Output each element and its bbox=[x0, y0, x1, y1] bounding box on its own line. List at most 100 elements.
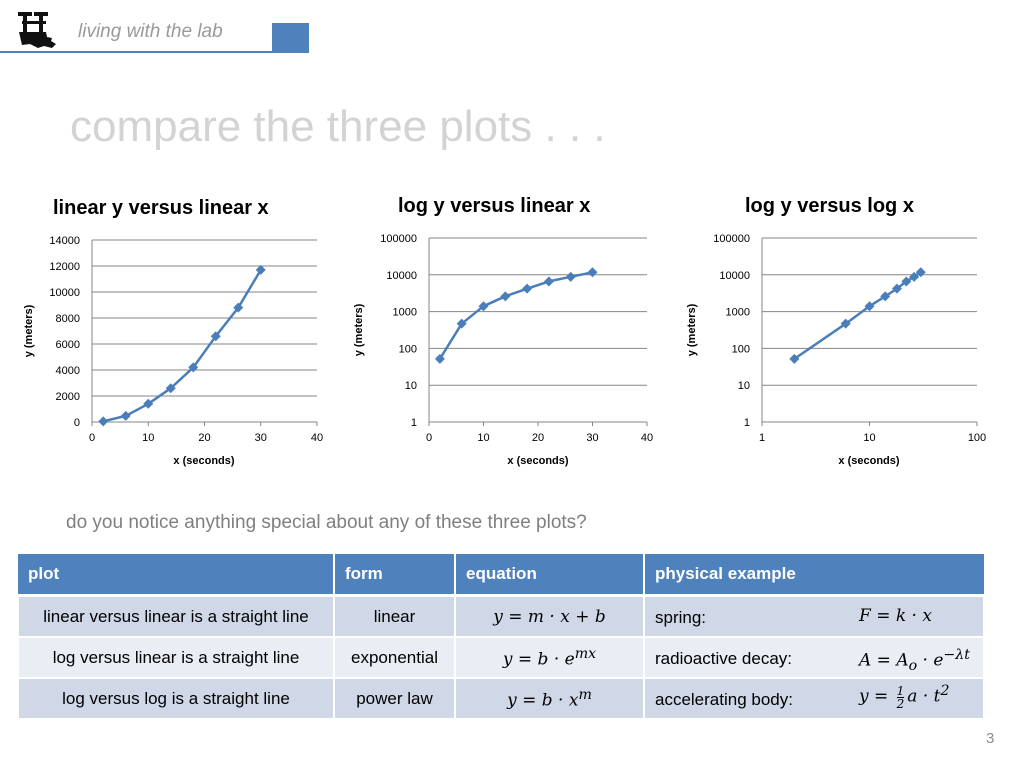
louisiana-tech-logo bbox=[18, 12, 56, 48]
y-tick-label: 10000 bbox=[49, 287, 80, 299]
example-label: accelerating body: bbox=[655, 690, 793, 709]
x-tick-label: 10 bbox=[142, 432, 154, 444]
data-point bbox=[891, 283, 902, 294]
fraction-denominator: 2 bbox=[896, 696, 905, 711]
example-exponent: −λt bbox=[943, 647, 970, 663]
y-tick-label: 0 bbox=[74, 417, 80, 429]
y-axis-label: y (meters) bbox=[686, 303, 698, 356]
physical-example-cell: radioactive decay: A = Ao · e−λt bbox=[643, 636, 985, 679]
y-tick-label: 2000 bbox=[56, 391, 80, 403]
header-cell-plot: plot bbox=[18, 554, 335, 597]
chart-1-title: linear y versus linear x bbox=[53, 197, 269, 219]
x-tick-label: 1 bbox=[759, 432, 765, 444]
chart-3-title: log y versus log x bbox=[745, 195, 914, 217]
y-tick-label: 100000 bbox=[713, 233, 750, 245]
summary-table: plot form equation physical example line… bbox=[17, 554, 985, 720]
header-text: living with the lab bbox=[78, 21, 223, 42]
y-tick-label: 1000 bbox=[393, 307, 417, 319]
x-tick-label: 0 bbox=[89, 432, 95, 444]
example-equation: F = k · x bbox=[859, 606, 932, 626]
series-line bbox=[438, 271, 593, 360]
x-axis-label: x (seconds) bbox=[173, 455, 234, 467]
fraction-numerator: 1 bbox=[896, 683, 905, 698]
x-tick-label: 20 bbox=[532, 432, 544, 444]
data-point bbox=[789, 353, 800, 364]
y-tick-label: 100 bbox=[732, 343, 750, 355]
data-point bbox=[255, 264, 266, 275]
header-cell-form: form bbox=[334, 554, 456, 597]
x-axis-label: x (seconds) bbox=[838, 455, 899, 467]
data-point bbox=[210, 331, 221, 342]
equation-cell: y = b · xm bbox=[454, 677, 645, 720]
data-point bbox=[901, 276, 912, 287]
data-point bbox=[98, 416, 109, 427]
example-equation-part-2: · e bbox=[917, 650, 944, 671]
data-point bbox=[120, 410, 131, 421]
data-point bbox=[478, 301, 489, 312]
equation-cell: y = b · emx bbox=[454, 636, 645, 679]
y-tick-label: 14000 bbox=[49, 235, 80, 247]
equation-exponent: mx bbox=[574, 645, 597, 662]
y-tick-label: 10000 bbox=[386, 270, 417, 282]
data-point bbox=[587, 267, 598, 278]
table-row: linear versus linear is a straight line … bbox=[17, 594, 985, 638]
y-tick-label: 100000 bbox=[380, 233, 417, 245]
data-point bbox=[543, 276, 554, 287]
y-tick-label: 10000 bbox=[719, 270, 750, 282]
y-tick-label: 12000 bbox=[49, 261, 80, 273]
example-equation-part-2: a · t bbox=[907, 686, 941, 707]
table-row: log versus linear is a straight line exp… bbox=[17, 636, 985, 679]
equation-text: y = b · x bbox=[507, 690, 579, 711]
table-header-row: plot form equation physical example bbox=[18, 554, 984, 597]
y-tick-label: 8000 bbox=[56, 313, 80, 325]
form-cell: linear bbox=[333, 594, 456, 638]
x-tick-label: 20 bbox=[198, 432, 210, 444]
slide-header: living with the lab bbox=[0, 0, 1024, 56]
plot-cell: log versus linear is a straight line bbox=[17, 636, 335, 679]
equation-exponent: m bbox=[578, 686, 592, 703]
example-label: radioactive decay: bbox=[655, 649, 793, 668]
x-tick-label: 30 bbox=[255, 432, 267, 444]
y-axis-label: y (meters) bbox=[23, 304, 35, 357]
example-equation-part: A = A bbox=[859, 650, 909, 671]
y-tick-label: 10 bbox=[738, 380, 750, 392]
y-axis-label: y (meters) bbox=[353, 303, 365, 356]
equation-cell: y = m · x + b bbox=[454, 594, 645, 638]
data-point bbox=[880, 291, 891, 302]
data-point bbox=[915, 267, 926, 278]
data-point bbox=[434, 353, 445, 364]
x-tick-label: 40 bbox=[311, 432, 323, 444]
data-point bbox=[233, 302, 244, 313]
y-tick-label: 100 bbox=[399, 343, 417, 355]
data-point bbox=[500, 291, 511, 302]
data-point bbox=[840, 318, 851, 329]
chart-2-title: log y versus linear x bbox=[398, 195, 591, 217]
table-row: log versus log is a straight line power … bbox=[17, 677, 985, 720]
x-tick-label: 10 bbox=[863, 432, 875, 444]
x-tick-label: 40 bbox=[641, 432, 653, 444]
header-cell-physical-example: physical example bbox=[644, 554, 984, 597]
data-point bbox=[456, 318, 467, 329]
header-cell-equation: equation bbox=[455, 554, 645, 597]
x-tick-label: 10 bbox=[477, 432, 489, 444]
chart-linear-linear: 0 2000 4000 6000 8000 10000 12000 14000 0 10 20 30 4… bbox=[23, 235, 323, 467]
question-text: do you notice anything special about any… bbox=[66, 512, 587, 533]
data-point bbox=[565, 271, 576, 282]
form-cell: exponential bbox=[333, 636, 456, 679]
data-point bbox=[522, 283, 533, 294]
example-equation-part: y = bbox=[859, 686, 894, 707]
y-tick-label: 10 bbox=[405, 380, 417, 392]
x-tick-label: 100 bbox=[968, 432, 986, 444]
y-tick-label: 1 bbox=[411, 417, 417, 429]
data-point bbox=[165, 383, 176, 394]
data-point bbox=[909, 271, 920, 282]
y-tick-label: 1 bbox=[744, 417, 750, 429]
header-accent-block bbox=[272, 23, 309, 52]
form-cell: power law bbox=[333, 677, 456, 720]
example-exponent: 2 bbox=[940, 683, 950, 699]
data-point bbox=[864, 301, 875, 312]
x-axis-label: x (seconds) bbox=[507, 455, 568, 467]
